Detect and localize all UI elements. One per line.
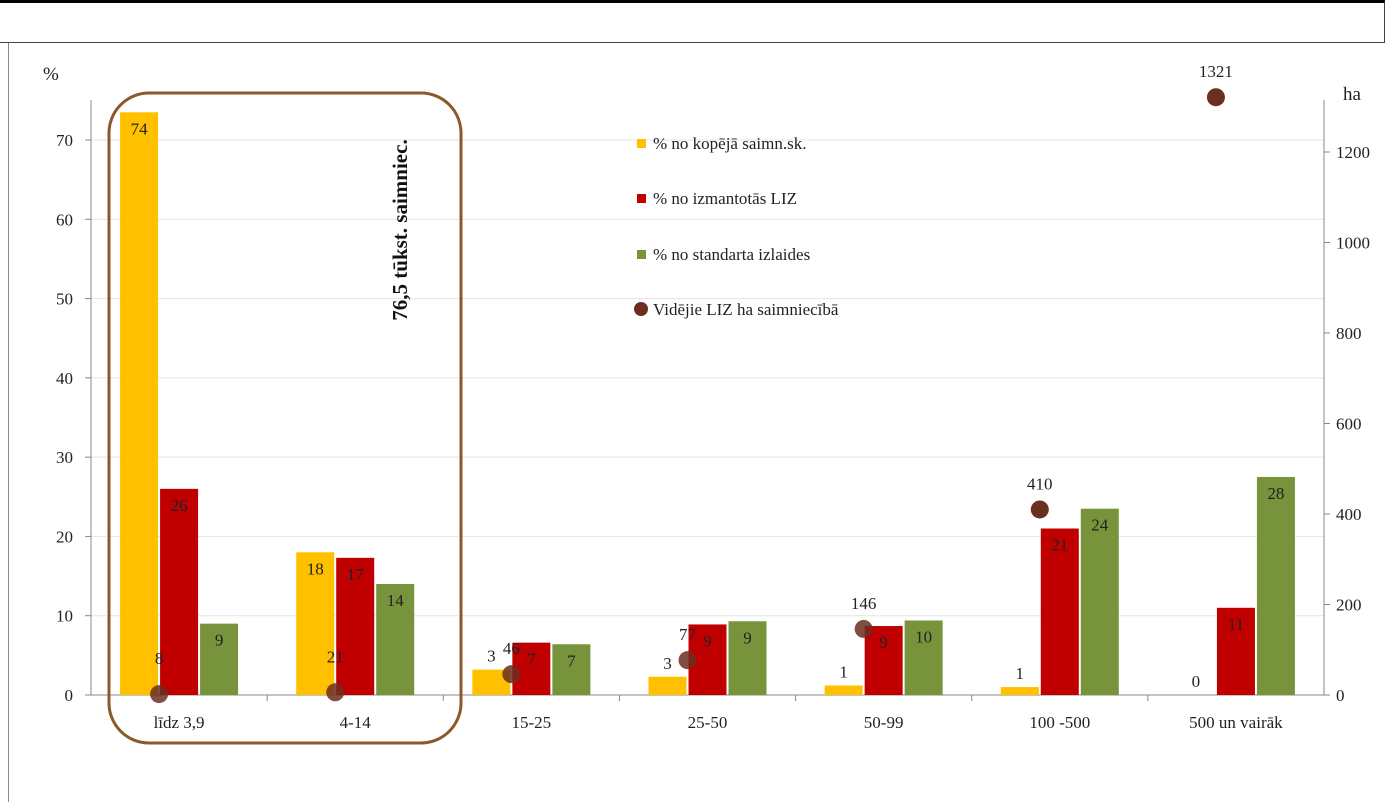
bar-data-label: 7 (527, 650, 536, 669)
legend-swatch-yellow (637, 139, 646, 148)
x-category-label: 25-50 (688, 713, 728, 732)
bar-data-label: 1 (839, 662, 848, 681)
secondary-marker (150, 685, 169, 704)
bar (296, 552, 335, 695)
legend-swatch-green (637, 250, 646, 259)
bar-data-label: 18 (307, 559, 324, 578)
bar-data-label: 11 (1228, 615, 1244, 634)
bar-data-label: 7 (567, 651, 576, 670)
x-category-label: līdz 3,9 (154, 713, 205, 732)
secondary-marker (502, 665, 521, 684)
x-category-label: 4-14 (340, 713, 372, 732)
y-left-unit: % (43, 64, 59, 85)
secondary-marker (854, 619, 873, 638)
bar-data-label: 3 (663, 654, 672, 673)
bar (1216, 607, 1255, 695)
y-left-tick-label: 0 (65, 686, 74, 705)
secondary-data-label: 46 (503, 639, 520, 658)
secondary-marker (326, 683, 345, 702)
bar (1256, 476, 1295, 695)
y-left-tick-label: 40 (56, 369, 73, 388)
bar (120, 112, 159, 695)
y-right-tick-label: 800 (1336, 324, 1362, 343)
secondary-marker (678, 651, 697, 670)
y-left-tick-label: 60 (56, 210, 73, 229)
secondary-data-label: 146 (851, 594, 877, 613)
legend-swatch-red (637, 194, 646, 203)
y-right-tick-label: 0 (1336, 686, 1345, 705)
bar-data-label: 1 (1016, 664, 1024, 683)
secondary-data-label: 21 (327, 647, 344, 666)
bar (1000, 687, 1039, 695)
y-left-tick-label: 50 (56, 290, 73, 309)
group-annotation: 76,5 tūkst. saimniec. (388, 139, 412, 320)
bar (728, 621, 767, 695)
bar-data-label: 74 (131, 119, 149, 138)
legend: % no kopējā saimn.sk. % no izmantotās LI… (634, 134, 839, 319)
y-right-tick-label: 200 (1336, 596, 1362, 615)
bar (200, 623, 239, 695)
bar-data-label: 3 (487, 647, 496, 666)
bar (552, 644, 591, 695)
x-category-label: 500 un vairāk (1189, 713, 1283, 732)
bar (904, 620, 943, 695)
bar-data-label: 9 (215, 631, 224, 650)
y-right-tick-label: 400 (1336, 505, 1362, 524)
legend-label-1: % no kopējā saimn.sk. (653, 134, 806, 153)
chart-panel: 0 10 20 30 40 50 60 70 0 200 400 600 800 1000 1200 līdz… (8, 43, 1385, 802)
group-highlight-box (107, 91, 463, 745)
secondary-data-label: 410 (1027, 474, 1053, 493)
bar (864, 626, 903, 695)
grid-lines (91, 139, 1324, 617)
bar (512, 642, 551, 695)
bar-data-label: 10 (915, 627, 932, 646)
y-left-tick-label: 30 (56, 448, 73, 467)
bar-data-label: 9 (743, 628, 752, 647)
bar-data-label: 9 (879, 633, 888, 652)
bars (120, 112, 1295, 695)
y-right-tick-label: 600 (1336, 415, 1362, 434)
legend-label-3: % no standarta izlaides (653, 245, 810, 264)
y-right-tick-label: 1200 (1336, 143, 1370, 162)
window-top-frame (0, 0, 1385, 43)
y-left-tick-label: 20 (56, 527, 73, 546)
secondary-marker (1206, 88, 1225, 107)
y-left-tick-label: 10 (56, 607, 73, 626)
secondary-marker (1030, 500, 1049, 519)
bar-data-label: 26 (171, 496, 188, 515)
bar (160, 488, 199, 695)
legend-label-2: % no izmantotās LIZ (653, 189, 797, 208)
bar (1040, 528, 1079, 695)
y-right-unit: ha (1343, 84, 1362, 105)
legend-label-4: Vidējie LIZ ha saimniecībā (653, 300, 839, 319)
legend-marker-brown (634, 302, 648, 316)
bar (1080, 508, 1119, 695)
bar-data-label: 17 (347, 565, 365, 584)
x-category-label: 15-25 (512, 713, 552, 732)
bar-data-label: 0 (1192, 672, 1201, 691)
bar (824, 685, 863, 695)
x-category-label: 50-99 (864, 713, 904, 732)
bar-chart: 010203040506070020040060080010001200līdz… (43, 62, 1370, 745)
bar (336, 557, 375, 695)
secondary-data-label: 1321 (1199, 62, 1233, 81)
secondary-markers (150, 88, 1225, 704)
secondary-data-label: 8 (155, 649, 164, 668)
bar-data-label: 14 (387, 591, 405, 610)
secondary-data-label: 77 (679, 625, 697, 644)
bar (648, 676, 687, 695)
bar-data-label: 9 (703, 631, 712, 650)
y-right-tick-label: 1000 (1336, 234, 1370, 253)
bar-data-label: 28 (1267, 484, 1284, 503)
y-left-tick-label: 70 (56, 131, 73, 150)
bar-data-label: 21 (1051, 536, 1068, 555)
bar-data-label: 24 (1091, 516, 1109, 535)
x-category-label: 100 -500 (1029, 713, 1090, 732)
bar (376, 584, 415, 695)
